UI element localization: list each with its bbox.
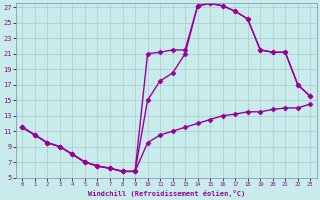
X-axis label: Windchill (Refroidissement éolien,°C): Windchill (Refroidissement éolien,°C) — [88, 190, 245, 197]
